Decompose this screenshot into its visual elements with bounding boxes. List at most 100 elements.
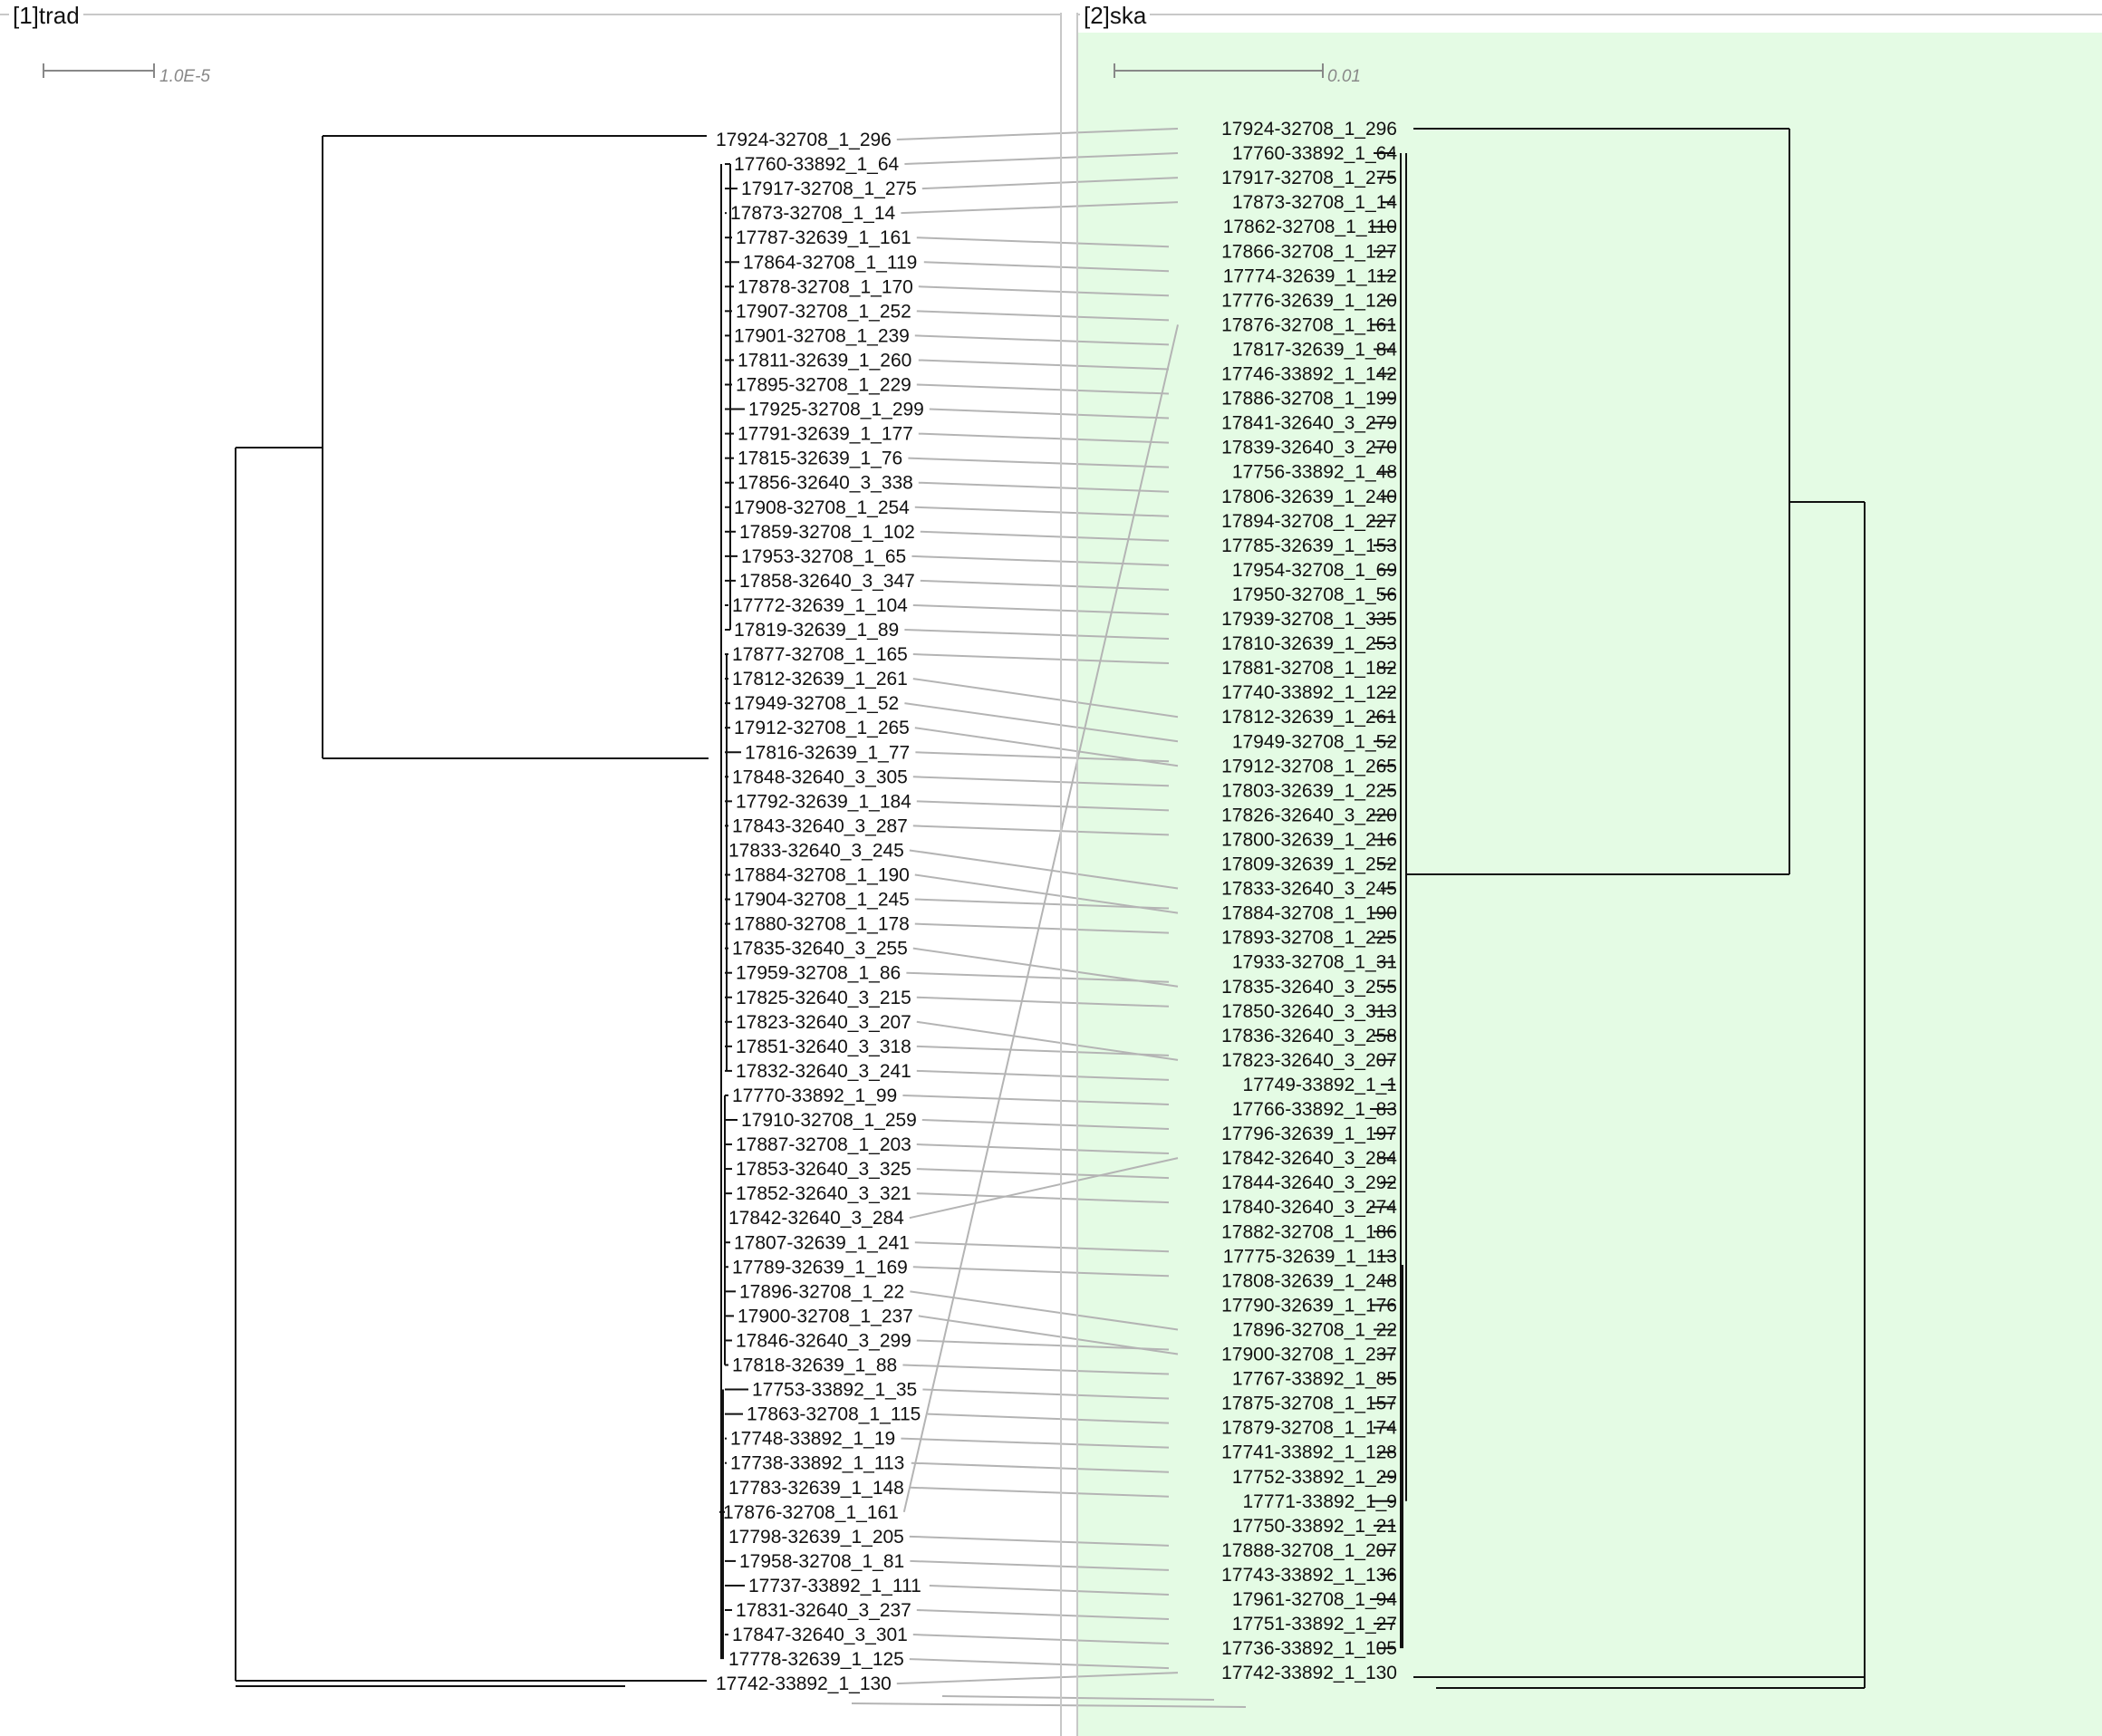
ska-leaf-label[interactable]: 17896-32708_1_22 (1232, 1319, 1397, 1340)
trad-leaf-label[interactable]: 17825-32640_3_215 (736, 988, 911, 1008)
trad-leaf-label[interactable]: 17901-32708_1_239 (734, 325, 910, 346)
ska-leaf-label[interactable]: 17741-33892_1_128 (1221, 1442, 1397, 1463)
ska-leaf-label[interactable]: 17893-32708_1_225 (1221, 928, 1397, 949)
ska-leaf-label[interactable]: 17933-32708_1_31 (1232, 952, 1397, 973)
trad-leaf-label[interactable]: 17858-32640_3_347 (739, 571, 915, 592)
ska-leaf-label[interactable]: 17806-32639_1_240 (1221, 487, 1397, 507)
trad-leaf-label[interactable]: 17910-32708_1_259 (741, 1110, 917, 1131)
ska-leaf-label[interactable]: 17894-32708_1_227 (1221, 511, 1397, 532)
trad-leaf-label[interactable]: 17925-32708_1_299 (748, 400, 924, 420)
trad-leaf-label[interactable]: 17878-32708_1_170 (738, 276, 913, 297)
ska-leaf-label[interactable]: 17775-32639_1_113 (1223, 1246, 1397, 1267)
ska-leaf-label[interactable]: 17785-32639_1_153 (1221, 535, 1397, 556)
trad-leaf-label[interactable]: 17811-32639_1_260 (738, 350, 911, 371)
trad-leaf-label[interactable]: 17900-32708_1_237 (738, 1306, 913, 1326)
ska-leaf-label[interactable]: 17900-32708_1_237 (1221, 1345, 1397, 1365)
trad-leaf-label[interactable]: 17908-32708_1_254 (734, 497, 910, 518)
ska-leaf-label[interactable]: 17752-33892_1_29 (1232, 1467, 1397, 1488)
ska-leaf-label[interactable]: 17884-32708_1_190 (1221, 903, 1397, 924)
ska-leaf-label[interactable]: 17866-32708_1_127 (1221, 241, 1397, 262)
trad-leaf-label[interactable]: 17818-32639_1_88 (732, 1355, 897, 1376)
trad-leaf-label[interactable]: 17912-32708_1_265 (734, 718, 910, 738)
ska-leaf-label[interactable]: 17950-32708_1_56 (1232, 584, 1397, 605)
trad-leaf-label[interactable]: 17859-32708_1_102 (739, 522, 915, 543)
ska-leaf-label[interactable]: 17882-32708_1_186 (1221, 1221, 1397, 1242)
trad-leaf-label[interactable]: 17831-32640_3_237 (736, 1600, 911, 1621)
ska-leaf-label[interactable]: 17760-33892_1_64 (1232, 143, 1398, 164)
trad-leaf-label[interactable]: 17852-32640_3_321 (736, 1183, 911, 1204)
trad-leaf-label[interactable]: 17833-32640_3_245 (728, 840, 904, 861)
ska-leaf-label[interactable]: 17743-33892_1_136 (1221, 1565, 1397, 1586)
ska-leaf-label[interactable]: 17751-33892_1_27 (1232, 1614, 1397, 1635)
trad-leaf-label[interactable]: 17904-32708_1_245 (734, 890, 910, 911)
ska-leaf-label[interactable]: 17873-32708_1_14 (1232, 192, 1398, 213)
ska-leaf-label[interactable]: 17862-32708_1_110 (1223, 217, 1397, 237)
ska-leaf-label[interactable]: 17756-33892_1_48 (1232, 462, 1397, 483)
trad-leaf-label[interactable]: 17791-32639_1_177 (738, 424, 913, 445)
ska-leaf-label[interactable]: 17766-33892_1_83 (1232, 1099, 1397, 1120)
ska-leaf-label[interactable]: 17888-32708_1_207 (1221, 1540, 1397, 1561)
trad-leaf-label[interactable]: 17823-32640_3_207 (736, 1012, 911, 1033)
ska-leaf-label[interactable]: 17776-32639_1_120 (1221, 290, 1397, 311)
trad-leaf-label[interactable]: 17863-32708_1_115 (747, 1404, 921, 1425)
trad-leaf-label[interactable]: 17832-32640_3_241 (736, 1061, 911, 1082)
trad-leaf-label[interactable]: 17853-32640_3_325 (736, 1159, 911, 1180)
ska-leaf-label[interactable]: 17886-32708_1_199 (1221, 389, 1397, 410)
ska-leaf-label[interactable]: 17879-32708_1_174 (1221, 1418, 1397, 1439)
trad-leaf-label[interactable]: 17953-32708_1_65 (741, 546, 906, 567)
trad-leaf-label[interactable]: 17895-32708_1_229 (736, 375, 911, 396)
trad-leaf-label[interactable]: 17842-32640_3_284 (728, 1208, 904, 1229)
trad-leaf-label[interactable]: 17896-32708_1_22 (739, 1281, 904, 1302)
trad-leaf-label[interactable]: 17787-32639_1_161 (736, 227, 911, 248)
trad-leaf-label[interactable]: 17846-32640_3_299 (736, 1330, 911, 1351)
trad-leaf-label[interactable]: 17880-32708_1_178 (734, 914, 910, 935)
ska-leaf-label[interactable]: 17808-32639_1_248 (1221, 1270, 1397, 1291)
ska-leaf-label[interactable]: 17961-32708_1_94 (1232, 1589, 1398, 1610)
ska-leaf-label[interactable]: 17812-32639_1_261 (1221, 707, 1397, 728)
ska-leaf-label[interactable]: 17740-33892_1_122 (1221, 682, 1397, 703)
panel-divider-left[interactable] (1060, 13, 1062, 1736)
ska-leaf-label[interactable]: 17750-33892_1_21 (1232, 1516, 1397, 1537)
trad-leaf-label[interactable]: 17753-33892_1_35 (752, 1380, 917, 1401)
trad-leaf-label[interactable]: 17798-32639_1_205 (728, 1527, 904, 1548)
trad-leaf-label[interactable]: 17807-32639_1_241 (734, 1232, 910, 1253)
trad-leaf-label[interactable]: 17917-32708_1_275 (741, 178, 917, 199)
ska-leaf-label[interactable]: 17939-32708_1_335 (1221, 609, 1397, 630)
ska-leaf-label[interactable]: 17835-32640_3_255 (1221, 977, 1397, 998)
trad-leaf-label[interactable]: 17958-32708_1_81 (739, 1551, 904, 1572)
ska-leaf-label[interactable]: 17742-33892_1_130 (1221, 1663, 1397, 1683)
ska-leaf-label[interactable]: 17809-32639_1_252 (1221, 854, 1397, 875)
trad-leaf-label[interactable]: 17847-32640_3_301 (732, 1625, 908, 1645)
ska-leaf-label[interactable]: 17954-32708_1_69 (1232, 560, 1397, 581)
trad-leaf-label[interactable]: 17864-32708_1_119 (743, 252, 917, 273)
trad-leaf-label[interactable]: 17772-32639_1_104 (732, 595, 908, 616)
ska-leaf-label[interactable]: 17841-32640_3_279 (1221, 413, 1397, 434)
trad-leaf-label[interactable]: 17737-33892_1_111 (748, 1576, 921, 1596)
trad-leaf-label[interactable]: 17812-32639_1_261 (732, 669, 908, 690)
ska-leaf-label[interactable]: 17790-32639_1_176 (1221, 1295, 1397, 1316)
ska-leaf-label[interactable]: 17810-32639_1_253 (1221, 633, 1397, 654)
trad-leaf-label[interactable]: 17815-32639_1_76 (738, 448, 902, 469)
ska-leaf-label[interactable]: 17736-33892_1_105 (1221, 1638, 1397, 1659)
trad-leaf-label[interactable]: 17876-32708_1_161 (723, 1502, 899, 1523)
trad-leaf-label[interactable]: 17778-32639_1_125 (728, 1649, 904, 1670)
trad-leaf-label[interactable]: 17819-32639_1_89 (734, 620, 899, 641)
ska-leaf-label[interactable]: 17912-32708_1_265 (1221, 756, 1397, 776)
ska-leaf-label[interactable]: 17767-33892_1_85 (1232, 1369, 1397, 1390)
trad-leaf-label[interactable]: 17742-33892_1_130 (716, 1673, 892, 1694)
trad-leaf-label[interactable]: 17760-33892_1_64 (734, 154, 900, 175)
ska-leaf-label[interactable]: 17817-32639_1_84 (1232, 339, 1398, 360)
trad-leaf-label[interactable]: 17851-32640_3_318 (736, 1037, 911, 1057)
ska-leaf-label[interactable]: 17800-32639_1_216 (1221, 829, 1397, 850)
ska-leaf-label[interactable]: 17803-32639_1_225 (1221, 780, 1397, 801)
trad-leaf-label[interactable]: 17907-32708_1_252 (736, 301, 911, 322)
trad-leaf-label[interactable]: 17738-33892_1_113 (730, 1453, 904, 1474)
ska-leaf-label[interactable]: 17749-33892_1_1 (1242, 1075, 1397, 1095)
ska-leaf-label[interactable]: 17839-32640_3_270 (1221, 438, 1397, 458)
ska-leaf-label[interactable]: 17917-32708_1_275 (1221, 168, 1397, 188)
trad-leaf-label[interactable]: 17843-32640_3_287 (732, 815, 908, 836)
ska-leaf-label[interactable]: 17771-33892_1_9 (1242, 1491, 1397, 1512)
trad-leaf-label[interactable]: 17848-32640_3_305 (732, 767, 908, 787)
trad-leaf-label[interactable]: 17792-32639_1_184 (736, 791, 911, 812)
trad-leaf-label[interactable]: 17856-32640_3_338 (738, 473, 913, 494)
